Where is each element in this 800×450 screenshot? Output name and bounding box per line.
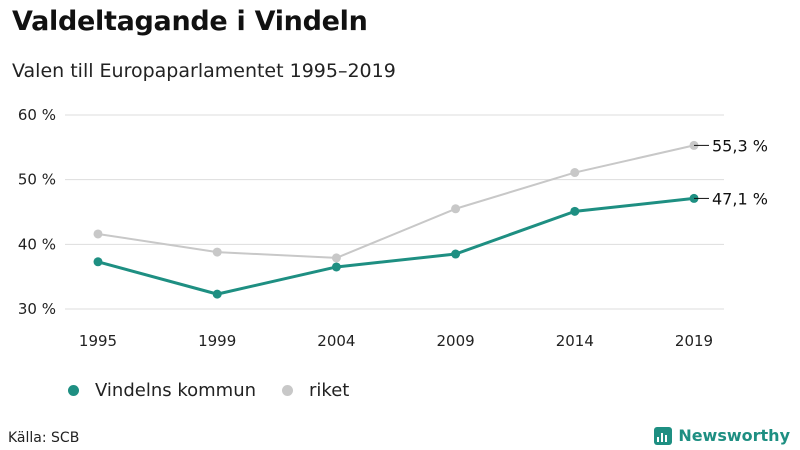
data-point-riket bbox=[212, 247, 222, 257]
legend-item-riket: riket bbox=[282, 380, 349, 401]
y-tick-label: 60 % bbox=[18, 106, 56, 124]
x-axis-labels: 1995 1999 2004 2009 2014 2019 bbox=[79, 332, 713, 350]
series-line-vindeln bbox=[97, 196, 695, 296]
y-axis-labels: 30 % 40 % 50 % 60 % bbox=[18, 106, 56, 318]
chart-subtitle: Valen till Europaparlamentet 1995–2019 bbox=[12, 60, 396, 82]
end-label-vindeln: 47,1 % bbox=[712, 189, 768, 208]
data-point-riket bbox=[451, 204, 461, 214]
series-line-riket bbox=[97, 144, 695, 259]
x-tick-label: 2004 bbox=[317, 332, 355, 350]
legend-label-vindeln: Vindelns kommun bbox=[95, 380, 257, 401]
x-tick-label: 1999 bbox=[198, 332, 236, 350]
data-point-riket bbox=[331, 253, 341, 263]
series-lines bbox=[93, 140, 699, 299]
brand: Newsworthy bbox=[654, 426, 790, 445]
legend-dot-vindeln bbox=[68, 385, 79, 396]
y-tick-label: 40 % bbox=[18, 235, 56, 253]
newsworthy-logo-icon bbox=[654, 426, 673, 445]
x-tick-label: 1995 bbox=[79, 332, 117, 350]
end-labels: 55,3 % 47,1 % bbox=[694, 136, 768, 208]
gridlines bbox=[65, 114, 724, 310]
legend-label-riket: riket bbox=[309, 380, 350, 401]
x-tick-label: 2014 bbox=[556, 332, 594, 350]
y-tick-label: 50 % bbox=[18, 171, 56, 189]
data-point-riket bbox=[570, 168, 580, 178]
legend: Vindelns kommun riket bbox=[68, 380, 375, 401]
data-point-vindeln bbox=[451, 249, 461, 259]
x-tick-label: 2009 bbox=[437, 332, 475, 350]
legend-item-vindeln: Vindelns kommun bbox=[68, 380, 256, 401]
brand-name: Newsworthy bbox=[678, 426, 790, 445]
source-note: Källa: SCB bbox=[8, 430, 80, 446]
data-point-vindeln bbox=[212, 289, 222, 299]
data-point-vindeln bbox=[331, 262, 341, 272]
end-label-riket: 55,3 % bbox=[712, 136, 768, 155]
x-tick-label: 2019 bbox=[675, 332, 713, 350]
legend-dot-riket bbox=[282, 385, 294, 396]
y-tick-label: 30 % bbox=[18, 300, 56, 318]
chart-title: Valdeltagande i Vindeln bbox=[12, 6, 368, 37]
data-point-vindeln bbox=[93, 257, 103, 267]
data-point-riket bbox=[93, 229, 103, 239]
line-chart: 30 % 40 % 50 % 60 % 1995 1999 2004 2009 2014 201… bbox=[18, 106, 768, 350]
data-point-vindeln bbox=[570, 206, 580, 216]
